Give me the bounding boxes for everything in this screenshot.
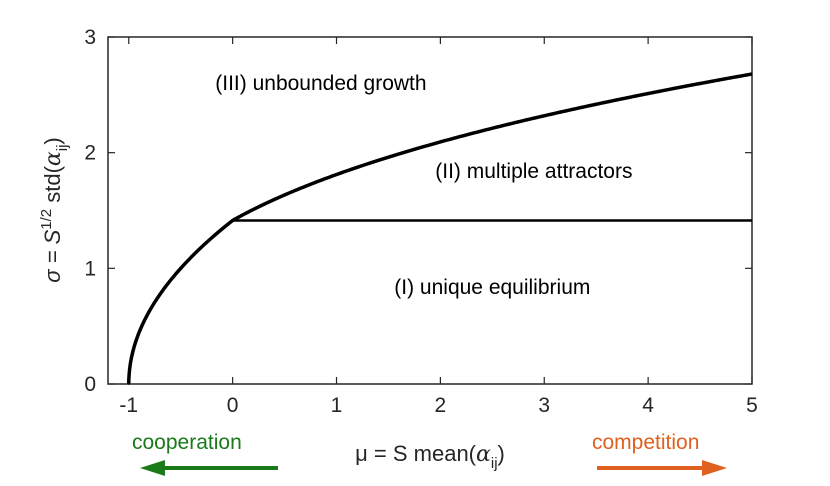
x-tick-label: 3 — [538, 394, 550, 417]
y-label-prefix: σ = S — [40, 229, 65, 282]
x-tick-label: 5 — [746, 394, 758, 417]
region-labels: (III) unbounded growth (II) multiple attr… — [215, 72, 632, 299]
region-label: (I) unique equilibrium — [394, 276, 590, 299]
x-label-sub: ij — [491, 455, 498, 472]
x-tick-label: -1 — [119, 394, 138, 417]
x-label-suffix: ) — [498, 441, 505, 466]
cooperation-label: cooperation — [132, 431, 242, 454]
plot-frame — [107, 36, 753, 385]
y-axis-label: σ = S1/2 std(αij) — [38, 137, 71, 283]
y-tick-label: 0 — [84, 373, 96, 396]
region-label: (II) multiple attractors — [435, 160, 632, 183]
y-axis-ticks: 0 1 2 3 — [84, 26, 752, 396]
x-label-alpha: α — [476, 442, 491, 467]
x-axis-ticks: -1 0 1 2 3 4 5 — [119, 37, 758, 417]
upper-boundary-line — [127, 72, 753, 385]
x-tick-label: 2 — [435, 394, 447, 417]
y-label-sub: ij — [54, 145, 71, 152]
competition-arrow — [597, 460, 727, 476]
y-label-sup: 1/2 — [38, 209, 55, 230]
x-axis-label: μ = S mean(αij) — [355, 441, 505, 472]
region-label: (III) unbounded growth — [215, 72, 426, 95]
y-label-alpha: α — [41, 151, 66, 166]
y-tick-label: 3 — [84, 26, 96, 49]
boundary-curves — [127, 72, 753, 385]
y-tick-label: 1 — [84, 257, 96, 280]
x-tick-label: 4 — [642, 394, 654, 417]
competition-label: competition — [592, 431, 699, 454]
cooperation-arrow — [140, 460, 278, 476]
y-label-suffix: ) — [40, 137, 65, 144]
x-tick-label: 1 — [331, 394, 343, 417]
x-label-prefix: μ = S mean( — [355, 441, 477, 466]
y-label-mid: std( — [40, 165, 65, 208]
y-tick-label: 2 — [84, 142, 96, 165]
x-tick-label: 0 — [227, 394, 239, 417]
